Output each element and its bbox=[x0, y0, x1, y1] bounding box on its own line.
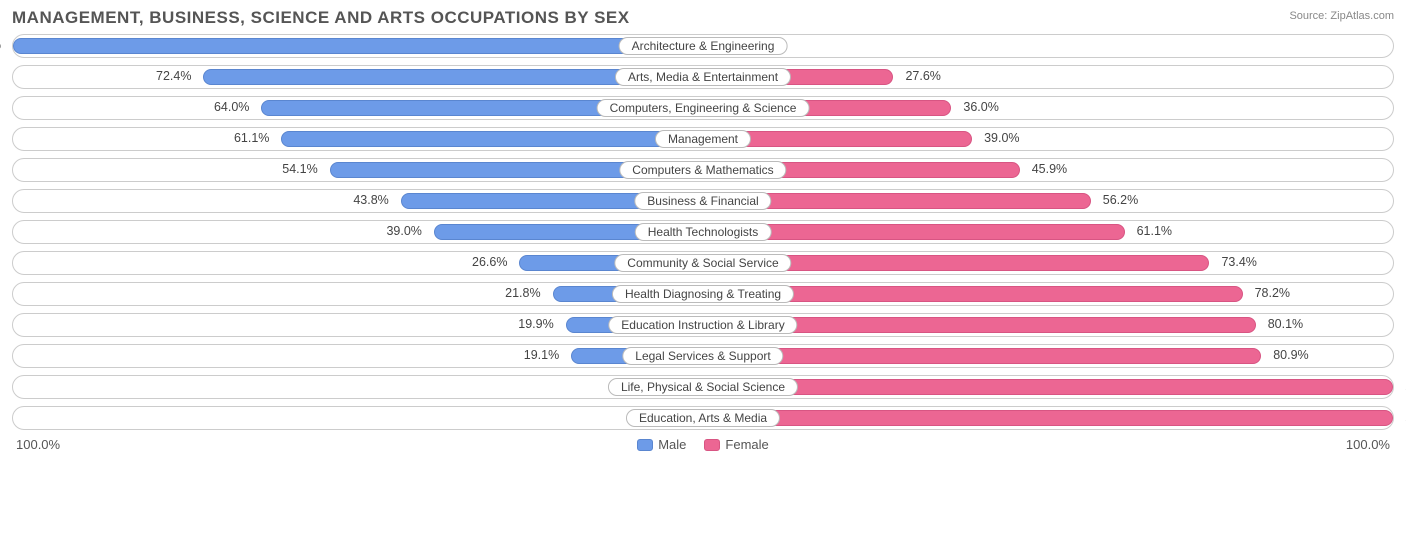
male-value-label: 54.1% bbox=[282, 162, 323, 176]
category-label: Education Instruction & Library bbox=[608, 316, 797, 334]
chart-header: MANAGEMENT, BUSINESS, SCIENCE AND ARTS O… bbox=[12, 8, 1394, 28]
chart-footer: 100.0% Male Female 100.0% bbox=[12, 437, 1394, 452]
category-label: Legal Services & Support bbox=[622, 347, 783, 365]
female-value-label: 27.6% bbox=[899, 69, 940, 83]
male-value-label: 19.1% bbox=[524, 348, 565, 362]
female-value-label: 36.0% bbox=[957, 100, 998, 114]
female-value-label: 100.0% bbox=[1399, 410, 1406, 424]
category-label: Community & Social Service bbox=[614, 254, 791, 272]
source-label: Source: bbox=[1289, 10, 1327, 22]
female-value-label: 61.1% bbox=[1131, 224, 1172, 238]
source-name: ZipAtlas.com bbox=[1330, 10, 1394, 22]
category-label: Health Technologists bbox=[635, 223, 772, 241]
male-value-label: 100.0% bbox=[0, 38, 7, 52]
female-value-label: 78.2% bbox=[1249, 286, 1290, 300]
chart-row: 19.9% 80.1% Education Instruction & Librar… bbox=[12, 313, 1394, 337]
diverging-bar-chart: 100.0%0.0%Architecture & Engineering 72.4… bbox=[12, 34, 1394, 430]
chart-row: 39.0% 61.1% Health Technologists bbox=[12, 220, 1394, 244]
chart-row: 72.4% 27.6% Arts, Media & Entertainment bbox=[12, 65, 1394, 89]
chart-title: MANAGEMENT, BUSINESS, SCIENCE AND ARTS O… bbox=[12, 8, 630, 28]
male-value-label: 61.1% bbox=[234, 131, 275, 145]
female-value-label: 80.9% bbox=[1267, 348, 1308, 362]
chart-row: 0.0%100.0%Life, Physical & Social Scienc… bbox=[12, 375, 1394, 399]
female-bar bbox=[703, 348, 1261, 364]
chart-row: 64.0% 36.0% Computers, Engineering & Scien… bbox=[12, 96, 1394, 120]
category-label: Life, Physical & Social Science bbox=[608, 378, 798, 396]
male-bar bbox=[281, 131, 703, 147]
female-value-label: 73.4% bbox=[1215, 255, 1256, 269]
chart-row: 0.0%100.0%Education, Arts & Media bbox=[12, 406, 1394, 430]
female-value-label: 45.9% bbox=[1026, 162, 1067, 176]
female-bar bbox=[703, 410, 1393, 426]
axis-right-label: 100.0% bbox=[1346, 437, 1390, 452]
chart-row: 100.0%0.0%Architecture & Engineering bbox=[12, 34, 1394, 58]
female-value-label: 80.1% bbox=[1262, 317, 1303, 331]
category-label: Management bbox=[655, 130, 751, 148]
legend-male-label: Male bbox=[658, 437, 686, 452]
male-bar bbox=[13, 38, 703, 54]
category-label: Computers, Engineering & Science bbox=[597, 99, 810, 117]
chart-row: 61.1% 39.0% Management bbox=[12, 127, 1394, 151]
legend-female: Female bbox=[704, 437, 768, 452]
female-value-label: 56.2% bbox=[1097, 193, 1138, 207]
category-label: Architecture & Engineering bbox=[619, 37, 788, 55]
legend-female-label: Female bbox=[725, 437, 768, 452]
chart-row: 54.1% 45.9% Computers & Mathematics bbox=[12, 158, 1394, 182]
category-label: Arts, Media & Entertainment bbox=[615, 68, 791, 86]
female-value-label: 39.0% bbox=[978, 131, 1019, 145]
category-label: Education, Arts & Media bbox=[626, 409, 780, 427]
chart-row: 26.6% 73.4% Community & Social Service bbox=[12, 251, 1394, 275]
male-swatch-icon bbox=[637, 439, 653, 451]
chart-source: Source: ZipAtlas.com bbox=[1289, 8, 1394, 22]
male-value-label: 21.8% bbox=[505, 286, 546, 300]
male-value-label: 43.8% bbox=[353, 193, 394, 207]
chart-row: 19.1% 80.9% Legal Services & Support bbox=[12, 344, 1394, 368]
legend: Male Female bbox=[637, 437, 769, 452]
female-bar bbox=[703, 379, 1393, 395]
male-value-label: 39.0% bbox=[386, 224, 427, 238]
category-label: Business & Financial bbox=[634, 192, 771, 210]
male-value-label: 19.9% bbox=[518, 317, 559, 331]
chart-row: 21.8% 78.2% Health Diagnosing & Treating bbox=[12, 282, 1394, 306]
male-value-label: 72.4% bbox=[156, 69, 197, 83]
chart-row: 43.8% 56.2% Business & Financial bbox=[12, 189, 1394, 213]
male-value-label: 26.6% bbox=[472, 255, 513, 269]
axis-left-label: 100.0% bbox=[16, 437, 60, 452]
female-swatch-icon bbox=[704, 439, 720, 451]
category-label: Computers & Mathematics bbox=[619, 161, 786, 179]
legend-male: Male bbox=[637, 437, 686, 452]
category-label: Health Diagnosing & Treating bbox=[612, 285, 794, 303]
male-value-label: 64.0% bbox=[214, 100, 255, 114]
female-value-label: 100.0% bbox=[1399, 379, 1406, 393]
